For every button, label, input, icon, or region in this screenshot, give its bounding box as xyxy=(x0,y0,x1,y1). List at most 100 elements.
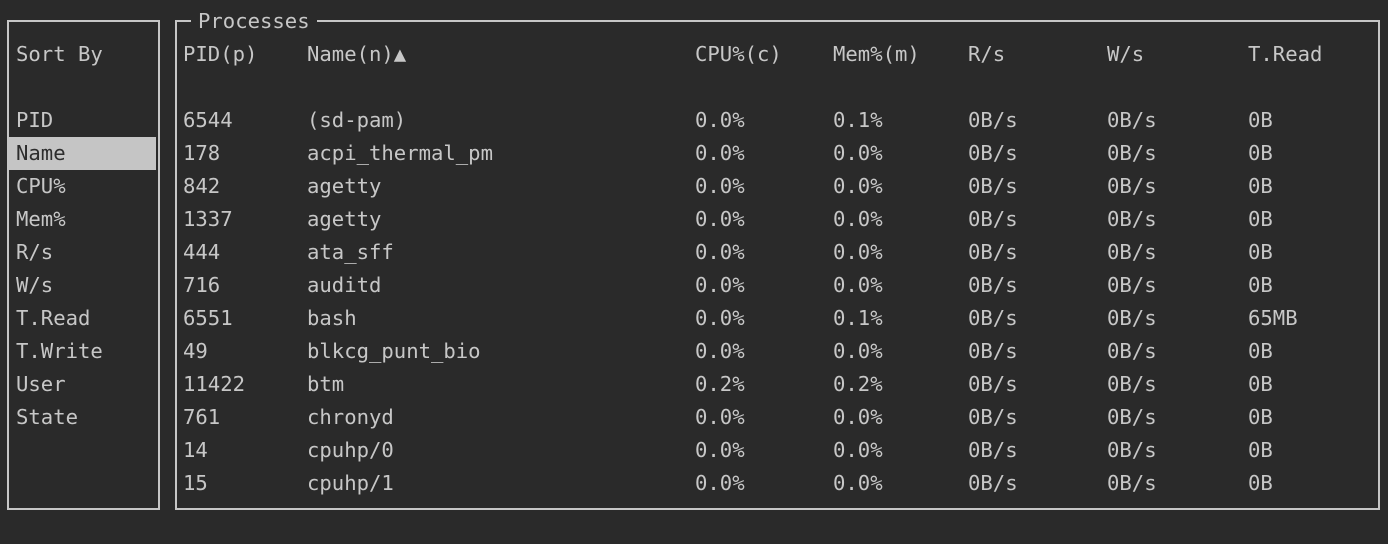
cell-write-per-sec: 0B/s xyxy=(1107,372,1157,396)
cell-name: agetty xyxy=(307,207,382,231)
cell-mem-percent: 0.0% xyxy=(833,240,883,264)
process-row[interactable]: 14 cpuhp/0 0.0% 0.0% 0B/s 0B/s 0B xyxy=(177,434,1374,467)
cell-cpu-percent: 0.2% xyxy=(695,372,745,396)
cell-pid: 444 xyxy=(183,240,221,264)
cell-write-per-sec: 0B/s xyxy=(1107,108,1157,132)
cell-read-per-sec: 0B/s xyxy=(968,438,1018,462)
cell-total-read: 0B xyxy=(1248,108,1273,132)
column-header-read-per-sec[interactable]: R/s xyxy=(968,42,1006,66)
cell-read-per-sec: 0B/s xyxy=(968,108,1018,132)
cell-mem-percent: 0.0% xyxy=(833,273,883,297)
processes-panel-title: Processes xyxy=(191,5,317,38)
processes-panel: Processes PID(p) Name(n)▲ CPU%(c) Mem%(m) R/… xyxy=(175,5,1380,510)
sort-item-pid[interactable]: PID xyxy=(16,108,54,132)
sort-item-mem[interactable]: Mem% xyxy=(16,207,66,231)
cell-pid: 6551 xyxy=(183,306,233,330)
column-header-total-read[interactable]: T.Read xyxy=(1248,42,1323,66)
cell-write-per-sec: 0B/s xyxy=(1107,273,1157,297)
sort-item-w-s[interactable]: W/s xyxy=(16,273,54,297)
cell-read-per-sec: 0B/s xyxy=(968,141,1018,165)
cell-cpu-percent: 0.0% xyxy=(695,207,745,231)
cell-name: bash xyxy=(307,306,357,330)
process-table-header: PID(p) Name(n)▲ CPU%(c) Mem%(m) R/s W/s T.Read xyxy=(177,38,1322,71)
sort-item-state[interactable]: State xyxy=(16,405,78,429)
cell-name: btm xyxy=(307,372,345,396)
cell-cpu-percent: 0.0% xyxy=(695,438,745,462)
cell-cpu-percent: 0.0% xyxy=(695,108,745,132)
cell-mem-percent: 0.0% xyxy=(833,141,883,165)
column-header-cpu-percent[interactable]: CPU%(c) xyxy=(695,42,782,66)
cell-write-per-sec: 0B/s xyxy=(1107,438,1157,462)
cell-mem-percent: 0.0% xyxy=(833,471,883,495)
cell-total-read: 0B xyxy=(1248,339,1273,363)
process-row[interactable]: 49 blkcg_punt_bio 0.0% 0.0% 0B/s 0B/s 0B xyxy=(177,335,1374,368)
process-row[interactable]: 761 chronyd 0.0% 0.0% 0B/s 0B/s 0B xyxy=(177,401,1374,434)
process-row[interactable]: 15 cpuhp/1 0.0% 0.0% 0B/s 0B/s 0B xyxy=(177,467,1374,500)
sort-item-user[interactable]: User xyxy=(16,372,66,396)
cell-write-per-sec: 0B/s xyxy=(1107,471,1157,495)
cell-mem-percent: 0.2% xyxy=(833,372,883,396)
cell-read-per-sec: 0B/s xyxy=(968,339,1018,363)
cell-name: auditd xyxy=(307,273,382,297)
column-header-write-per-sec[interactable]: W/s xyxy=(1107,42,1145,66)
sort-item-cpu[interactable]: CPU% xyxy=(16,174,66,198)
cell-pid: 6544 xyxy=(183,108,233,132)
cell-mem-percent: 0.0% xyxy=(833,438,883,462)
cell-write-per-sec: 0B/s xyxy=(1107,405,1157,429)
cell-mem-percent: 0.1% xyxy=(833,108,883,132)
cell-total-read: 0B xyxy=(1248,438,1273,462)
cell-mem-percent: 0.0% xyxy=(833,405,883,429)
process-row[interactable]: 716 auditd 0.0% 0.0% 0B/s 0B/s 0B xyxy=(177,269,1374,302)
cell-cpu-percent: 0.0% xyxy=(695,339,745,363)
cell-name: agetty xyxy=(307,174,382,198)
cell-read-per-sec: 0B/s xyxy=(968,240,1018,264)
cell-name: cpuhp/0 xyxy=(307,438,394,462)
cell-read-per-sec: 0B/s xyxy=(968,306,1018,330)
sort-item-t-read[interactable]: T.Read xyxy=(16,306,91,330)
cell-read-per-sec: 0B/s xyxy=(968,471,1018,495)
cell-pid: 761 xyxy=(183,405,221,429)
process-row[interactable]: 6551 bash 0.0% 0.1% 0B/s 0B/s 65MB xyxy=(177,302,1374,335)
cell-name: cpuhp/1 xyxy=(307,471,394,495)
process-row[interactable]: 6544 (sd-pam) 0.0% 0.1% 0B/s 0B/s 0B xyxy=(177,104,1374,137)
process-row[interactable]: 842 agetty 0.0% 0.0% 0B/s 0B/s 0B xyxy=(177,170,1374,203)
cell-write-per-sec: 0B/s xyxy=(1107,174,1157,198)
process-row[interactable]: 1337 agetty 0.0% 0.0% 0B/s 0B/s 0B xyxy=(177,203,1374,236)
cell-write-per-sec: 0B/s xyxy=(1107,306,1157,330)
cell-cpu-percent: 0.0% xyxy=(695,141,745,165)
sort-item-r-s[interactable]: R/s xyxy=(16,240,54,264)
cell-write-per-sec: 0B/s xyxy=(1107,141,1157,165)
cell-pid: 842 xyxy=(183,174,221,198)
cell-write-per-sec: 0B/s xyxy=(1107,339,1157,363)
cell-mem-percent: 0.1% xyxy=(833,306,883,330)
cell-cpu-percent: 0.0% xyxy=(695,471,745,495)
column-header-mem-percent[interactable]: Mem%(m) xyxy=(833,42,920,66)
process-row[interactable]: 444 ata_sff 0.0% 0.0% 0B/s 0B/s 0B xyxy=(177,236,1374,269)
cell-write-per-sec: 0B/s xyxy=(1107,207,1157,231)
sort-by-title: Sort By xyxy=(16,42,103,66)
cell-name: blkcg_punt_bio xyxy=(307,339,481,363)
column-header-name[interactable]: Name(n)▲ xyxy=(307,42,407,66)
cell-pid: 49 xyxy=(183,339,208,363)
process-row[interactable]: 178 acpi_thermal_pm 0.0% 0.0% 0B/s 0B/s 0B xyxy=(177,137,1374,170)
cell-read-per-sec: 0B/s xyxy=(968,405,1018,429)
cell-cpu-percent: 0.0% xyxy=(695,405,745,429)
cell-mem-percent: 0.0% xyxy=(833,174,883,198)
cell-total-read: 65MB xyxy=(1248,306,1298,330)
cell-name: chronyd xyxy=(307,405,394,429)
sort-by-panel: Sort By PID Name CPU% Mem% R/s W/s T.Read T.Wri… xyxy=(7,20,160,510)
sort-item-name[interactable]: Name xyxy=(9,137,156,170)
cell-total-read: 0B xyxy=(1248,174,1273,198)
cell-write-per-sec: 0B/s xyxy=(1107,240,1157,264)
cell-cpu-percent: 0.0% xyxy=(695,306,745,330)
sort-item-t-write[interactable]: T.Write xyxy=(16,339,103,363)
cell-pid: 716 xyxy=(183,273,221,297)
process-row[interactable]: 11422 btm 0.2% 0.2% 0B/s 0B/s 0B xyxy=(177,368,1374,401)
cell-total-read: 0B xyxy=(1248,207,1273,231)
cell-name: (sd-pam) xyxy=(307,108,407,132)
cell-total-read: 0B xyxy=(1248,141,1273,165)
column-header-pid[interactable]: PID(p) xyxy=(183,42,258,66)
cell-total-read: 0B xyxy=(1248,240,1273,264)
cell-pid: 15 xyxy=(183,471,208,495)
